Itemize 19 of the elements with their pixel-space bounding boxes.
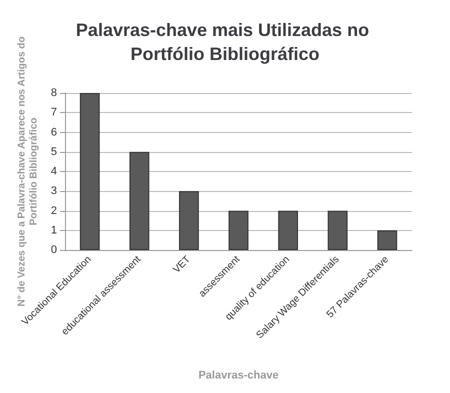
bar xyxy=(80,93,100,250)
bar xyxy=(377,230,398,250)
bar xyxy=(278,210,298,250)
bar xyxy=(228,210,248,250)
y-tick-label: 6 xyxy=(50,126,58,138)
y-tick-label: 4 xyxy=(50,166,58,178)
y-tick-label: 5 xyxy=(50,146,58,158)
x-axis-title: Palavras-chave xyxy=(198,370,279,382)
bar xyxy=(328,210,348,250)
chart-title: Palavras-chave mais Utilizadas no Portfólio Bibliográfico xyxy=(76,20,374,64)
y-tick-label: 2 xyxy=(50,204,58,217)
bar xyxy=(179,191,199,250)
y-tick-label: 7 xyxy=(50,106,58,119)
y-tick-label: 0 xyxy=(50,244,58,256)
y-tick-label: 3 xyxy=(50,185,58,198)
bar xyxy=(129,152,150,250)
x-tick-label: VET xyxy=(171,254,193,276)
y-tick-label: 8 xyxy=(50,87,58,99)
y-tick-label: 1 xyxy=(50,224,58,236)
